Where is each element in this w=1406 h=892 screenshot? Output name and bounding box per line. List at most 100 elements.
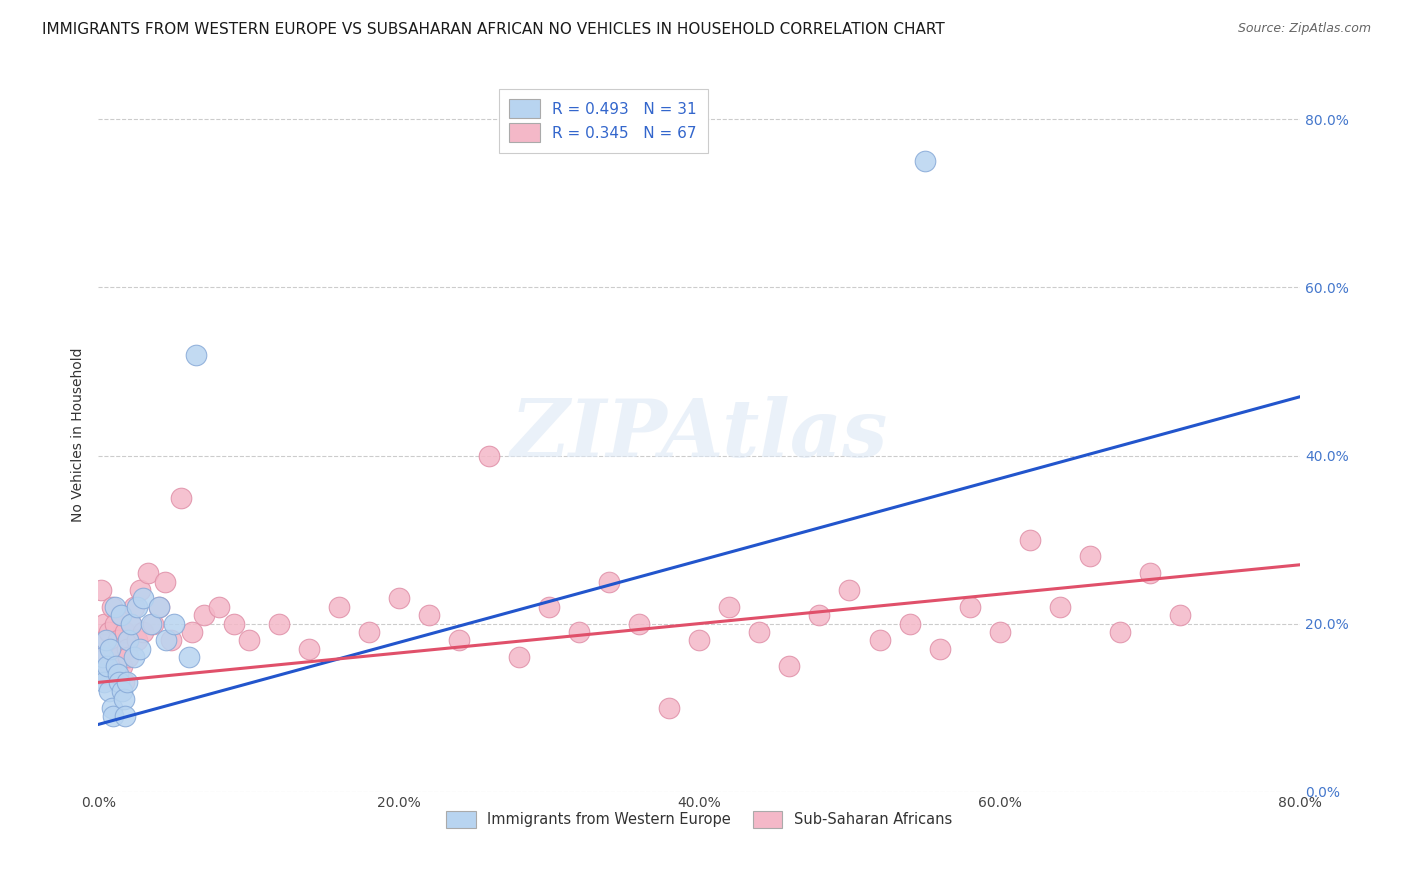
Point [298,641,321,656]
Point [898,616,921,631]
Point [1108,624,1130,639]
Point [159,633,181,648]
Point [96,658,118,673]
Point [222,616,245,631]
Point [114,709,136,723]
Point [127,633,149,648]
Point [748,624,770,639]
Point [418,608,440,623]
Point [121,616,143,631]
Point [388,591,411,606]
Point [136,566,159,581]
Point [148,599,170,614]
Point [688,633,710,648]
Point [117,650,139,665]
Point [1018,533,1040,547]
Point [141,616,163,631]
Point [111,683,134,698]
Point [155,633,177,648]
Point [838,582,860,597]
Point [153,574,176,589]
Point [91,650,114,665]
Point [267,616,290,631]
Point [124,650,146,665]
Point [478,449,501,463]
Point [90,582,112,597]
Text: ZIPAtlas: ZIPAtlas [510,396,889,474]
Point [658,700,681,714]
Point [132,624,155,639]
Point [97,624,120,639]
Point [568,624,591,639]
Point [328,599,350,614]
Point [107,667,129,681]
Point [93,616,115,631]
Point [808,608,831,623]
Point [105,658,128,673]
Point [115,641,138,656]
Point [112,692,135,706]
Point [508,650,530,665]
Point [129,582,152,597]
Point [100,658,122,673]
Point [104,599,127,614]
Point [90,667,112,681]
Point [111,658,134,673]
Point [914,154,936,169]
Point [117,633,139,648]
Point [112,675,135,690]
Point [124,599,146,614]
Point [94,650,117,665]
Point [115,675,138,690]
Point [177,650,200,665]
Point [93,675,115,690]
Point [538,599,561,614]
Point [110,608,132,623]
Point [103,641,125,656]
Point [184,348,207,362]
Point [207,599,229,614]
Point [107,633,129,648]
Point [148,599,170,614]
Point [778,658,800,673]
Point [110,608,132,623]
Point [1168,608,1191,623]
Point [193,608,215,623]
Point [96,667,118,681]
Point [869,633,891,648]
Point [139,616,162,631]
Point [105,667,128,681]
Point [129,641,152,656]
Point [132,591,155,606]
Point [127,599,149,614]
Point [108,650,131,665]
Point [91,633,114,648]
Point [94,633,117,648]
Point [357,624,380,639]
Y-axis label: No Vehicles in Household: No Vehicles in Household [72,347,86,522]
Point [170,491,193,505]
Point [97,683,120,698]
Point [101,599,124,614]
Point [447,633,470,648]
Point [598,574,620,589]
Point [718,599,741,614]
Point [1078,549,1101,564]
Point [1049,599,1071,614]
Point [988,624,1011,639]
Point [959,599,981,614]
Point [100,641,122,656]
Point [121,616,143,631]
Point [162,616,184,631]
Point [114,624,136,639]
Point [628,616,651,631]
Point [104,616,127,631]
Legend: Immigrants from Western Europe, Sub-Saharan Africans: Immigrants from Western Europe, Sub-Saha… [440,805,957,834]
Point [1139,566,1161,581]
Point [103,709,125,723]
Text: Source: ZipAtlas.com: Source: ZipAtlas.com [1237,22,1371,36]
Point [238,633,260,648]
Point [180,624,202,639]
Point [101,700,124,714]
Point [108,675,131,690]
